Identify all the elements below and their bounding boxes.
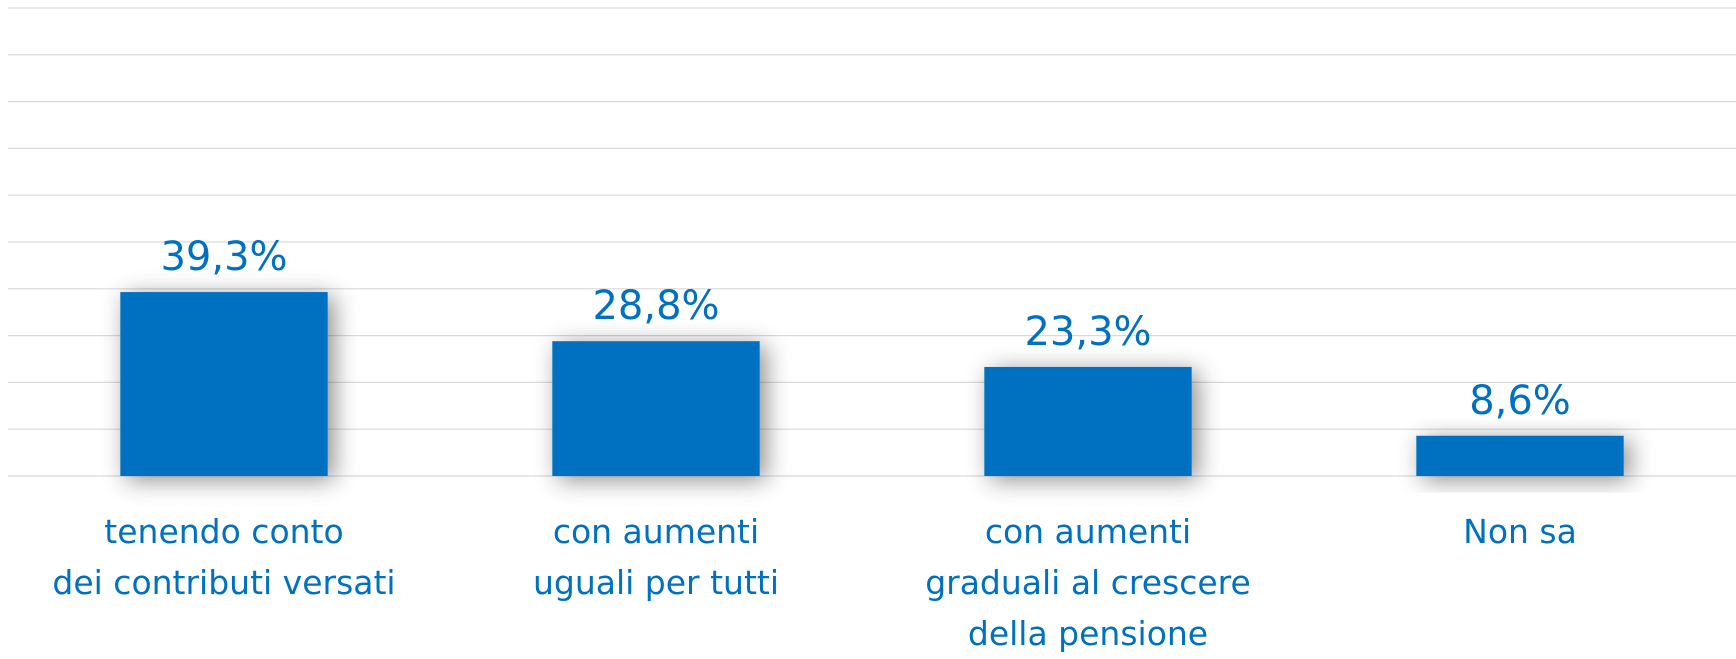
x-tick-label: Non sa: [1463, 512, 1577, 551]
x-tick-label: con aumenti uguali per tutti: [532, 512, 780, 602]
bar: [984, 366, 1192, 476]
bar: [552, 341, 760, 476]
bar: [120, 292, 328, 476]
data-label: 8,6%: [1469, 378, 1571, 424]
data-label: 23,3%: [1024, 309, 1151, 355]
data-label: 39,3%: [160, 234, 287, 280]
bar: [1416, 435, 1624, 476]
data-label: 28,8%: [592, 283, 719, 329]
x-tick-label: con aumenti graduali al crescere della p…: [925, 512, 1251, 653]
x-tick-label: tenendo conto dei contributi versati: [52, 512, 396, 602]
